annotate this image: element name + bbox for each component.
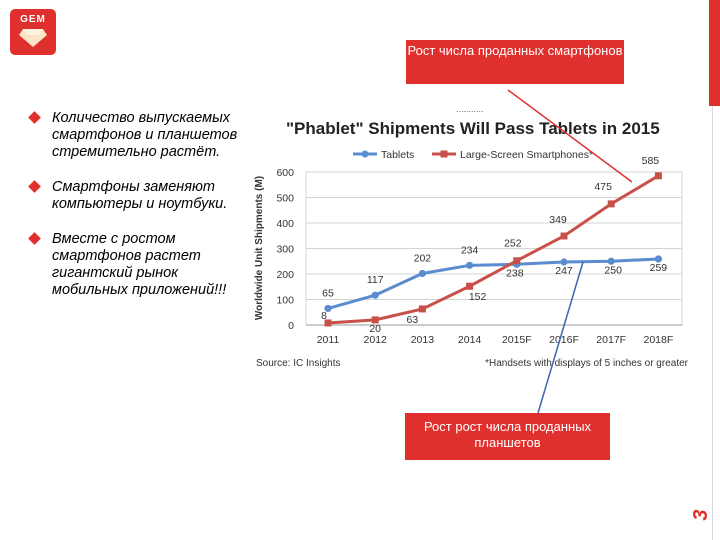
data-label: 20 [369, 323, 381, 335]
data-label: 152 [469, 291, 487, 303]
x-tick-label: 2017F [596, 334, 626, 346]
y-axis-label: Worldwide Unit Shipments (M) [254, 176, 265, 320]
bullet-item: Смартфоны заменяют компьютеры и ноутбуки… [28, 179, 240, 213]
bullet-text: Вместе с ростом смартфонов растет гигант… [52, 231, 227, 298]
callout-pointer-top [507, 89, 633, 183]
logo-text: GEM [20, 14, 46, 25]
data-point [466, 261, 474, 269]
data-label: 8 [321, 310, 327, 322]
accent-bar [709, 0, 720, 106]
legend-marker [440, 150, 448, 158]
x-tick-label: 2016F [549, 334, 579, 346]
data-label: 65 [322, 287, 334, 299]
y-tick-label: 300 [276, 244, 294, 256]
data-point [560, 232, 568, 240]
legend-label: Large-Screen Smartphones* [460, 149, 593, 161]
data-point [607, 257, 615, 265]
y-tick-label: 0 [288, 320, 294, 332]
diamond-icon [19, 29, 47, 47]
x-tick-label: 2014 [458, 334, 482, 346]
data-point [418, 305, 426, 313]
x-tick-label: 2015F [502, 334, 532, 346]
data-point [371, 291, 379, 299]
y-tick-label: 400 [276, 218, 294, 230]
x-tick-label: 2011 [317, 334, 340, 346]
legend-marker [361, 150, 369, 158]
data-label: 585 [642, 155, 660, 167]
data-point [560, 258, 568, 266]
data-label: 238 [506, 267, 524, 279]
bullet-item: Количество выпускаемых смартфонов и план… [28, 110, 240, 161]
chart-dots: ........... [456, 104, 484, 114]
data-label: 259 [650, 262, 668, 274]
data-label: 117 [367, 274, 384, 286]
data-point [654, 172, 662, 180]
chart-source: Source: IC Insights [256, 358, 340, 369]
bullet-list: Количество выпускаемых смартфонов и план… [28, 110, 240, 317]
chart-title: "Phablet" Shipments Will Pass Tablets in… [286, 119, 660, 138]
y-tick-label: 100 [276, 295, 294, 307]
callout-smartphones: Рост числа проданных смартфонов [406, 40, 624, 84]
legend-label: Tablets [381, 149, 414, 161]
data-label: 252 [504, 238, 522, 250]
x-tick-label: 2013 [411, 334, 435, 346]
callout-pointer-bottom [537, 261, 584, 414]
data-point [607, 200, 615, 208]
series-line [327, 174, 660, 325]
bullet-text: Количество выпускаемых смартфонов и план… [52, 110, 238, 160]
y-tick-label: 600 [276, 167, 294, 179]
divider-line [712, 106, 713, 540]
chart-footnote: *Handsets with displays of 5 inches or g… [485, 358, 689, 369]
data-label: 349 [549, 214, 567, 226]
bullet-item: Вместе с ростом смартфонов растет гигант… [28, 231, 240, 299]
data-label: 247 [555, 265, 573, 277]
series-line [327, 257, 659, 310]
callout-tablets: Рост рост числа проданных планшетов [405, 413, 610, 460]
bullet-text: Смартфоны заменяют компьютеры и ноутбуки… [52, 179, 228, 212]
x-tick-label: 2018F [644, 334, 674, 346]
y-tick-label: 200 [276, 269, 294, 281]
data-point [371, 316, 379, 324]
data-label: 234 [461, 244, 479, 256]
data-label: 202 [414, 252, 432, 264]
x-tick-label: 2012 [364, 334, 388, 346]
data-label: 63 [407, 314, 419, 326]
data-point [466, 282, 474, 290]
data-label: 250 [604, 264, 622, 276]
data-label: 475 [594, 181, 612, 193]
gem-logo: GEM [10, 9, 56, 55]
y-tick-label: 500 [276, 193, 294, 205]
data-point [324, 304, 332, 313]
data-point [513, 257, 521, 265]
data-point [654, 255, 663, 263]
data-point [418, 269, 426, 278]
data-point [324, 319, 332, 327]
